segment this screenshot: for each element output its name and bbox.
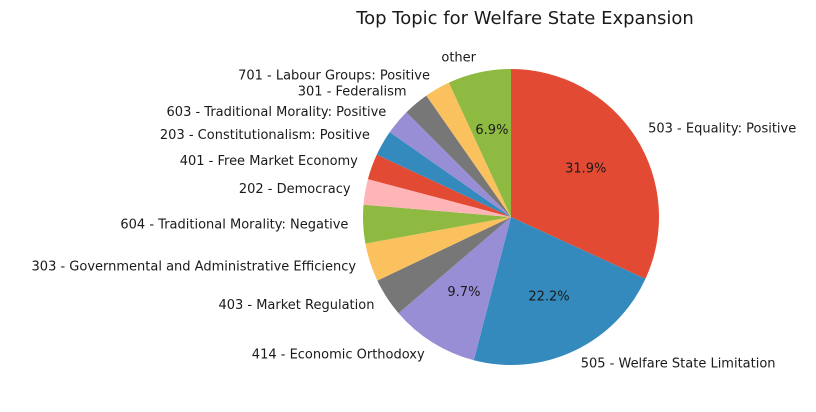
slice-percent-label: 22.2% [528, 290, 569, 305]
pie-percent-labels: 31.9% 22.2% 9.7% 6.9% [447, 123, 606, 305]
pie-slice [511, 69, 660, 279]
slice-label: 301 - Federalism [298, 85, 407, 100]
pie-slice [389, 112, 511, 217]
slice-label: 403 - Market Regulation [218, 298, 374, 313]
slice-label: 401 - Free Market Economy [180, 154, 358, 169]
pie-slice [398, 217, 511, 361]
slice-label: other [441, 51, 476, 66]
pie-slice [363, 179, 511, 217]
slice-percent-label: 6.9% [475, 123, 508, 138]
slice-label: 701 - Labour Groups: Positive [238, 68, 430, 83]
pie-slice [367, 154, 511, 217]
slice-label: 414 - Economic Orthodoxy [252, 348, 425, 363]
slice-percent-label: 31.9% [565, 162, 606, 177]
slice-label: 503 - Equality: Positive [648, 122, 796, 137]
pie-slice [448, 69, 511, 217]
slice-percent-label: 9.7% [447, 285, 480, 300]
chart-title: Top Topic for Welfare State Expansion [355, 8, 694, 29]
slice-label: 203 - Constitutionalism: Positive [160, 128, 370, 143]
slice-label: 505 - Welfare State Limitation [581, 357, 776, 372]
slice-label: 603 - Traditional Morality: Positive [167, 105, 387, 120]
pie-slice [377, 217, 511, 314]
slice-label: 202 - Democracy [239, 182, 351, 197]
pie-slice [473, 217, 646, 365]
pie-slices [363, 69, 660, 365]
pie-slice [376, 132, 511, 217]
pie-slice [363, 204, 511, 244]
slice-label: 604 - Traditional Morality: Negative [120, 217, 348, 232]
pie-slice [365, 217, 511, 281]
slice-label: 303 - Governmental and Administrative Ef… [32, 260, 357, 275]
pie-labels: 503 - Equality: Positive 505 - Welfare St… [32, 51, 797, 372]
pie-slice [426, 82, 511, 217]
pie-slice [406, 95, 511, 217]
